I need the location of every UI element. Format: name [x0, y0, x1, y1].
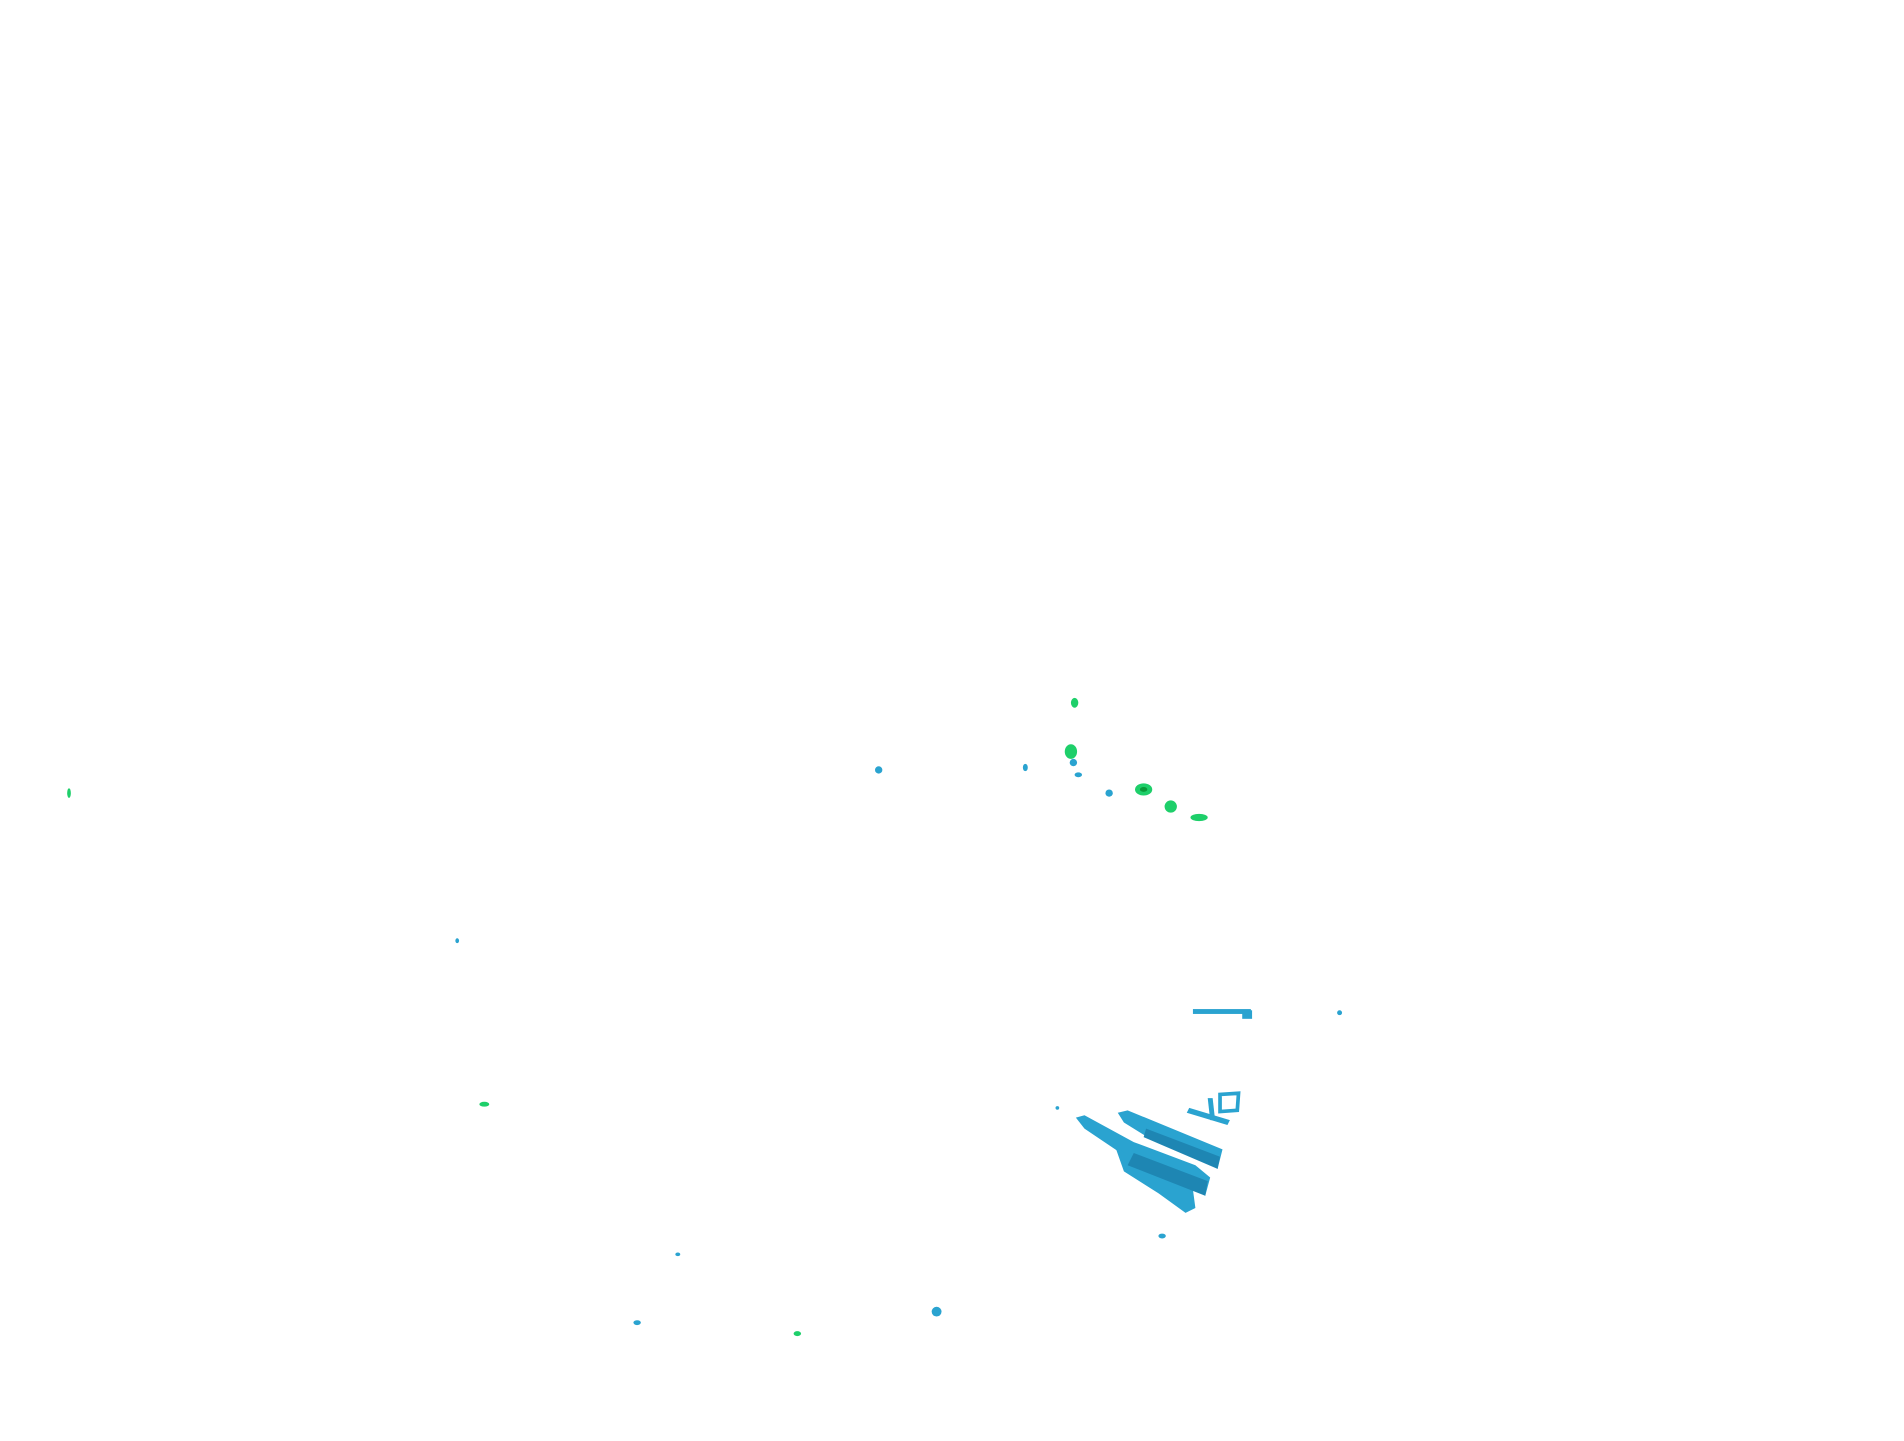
prism-shading — [1127, 1128, 1221, 1196]
blob — [1022, 763, 1028, 772]
blob — [1190, 813, 1208, 822]
bar-structure — [1242, 1010, 1253, 1019]
frame-structure — [1218, 1091, 1241, 1114]
blob-core — [1139, 786, 1148, 792]
bar-structure — [1192, 1009, 1251, 1014]
blob — [931, 1306, 942, 1317]
blob — [1105, 789, 1113, 797]
frame-structure — [1186, 1107, 1230, 1125]
blob — [633, 1320, 641, 1326]
blob — [1064, 744, 1078, 759]
blob — [455, 938, 460, 944]
shade — [1127, 1153, 1208, 1196]
blob — [1055, 1106, 1060, 1110]
blob — [675, 1252, 681, 1257]
blob — [1074, 772, 1083, 778]
blob — [67, 788, 71, 798]
blob — [1158, 1233, 1166, 1239]
blob — [793, 1331, 802, 1337]
blob — [479, 1101, 490, 1107]
blob — [874, 766, 883, 774]
blob — [1069, 758, 1078, 767]
frame-structure — [1207, 1098, 1216, 1121]
blob — [1337, 1010, 1343, 1016]
green-blobs — [67, 697, 1208, 1337]
blob — [1070, 697, 1079, 708]
shade — [1143, 1128, 1221, 1169]
blob — [1164, 800, 1177, 813]
